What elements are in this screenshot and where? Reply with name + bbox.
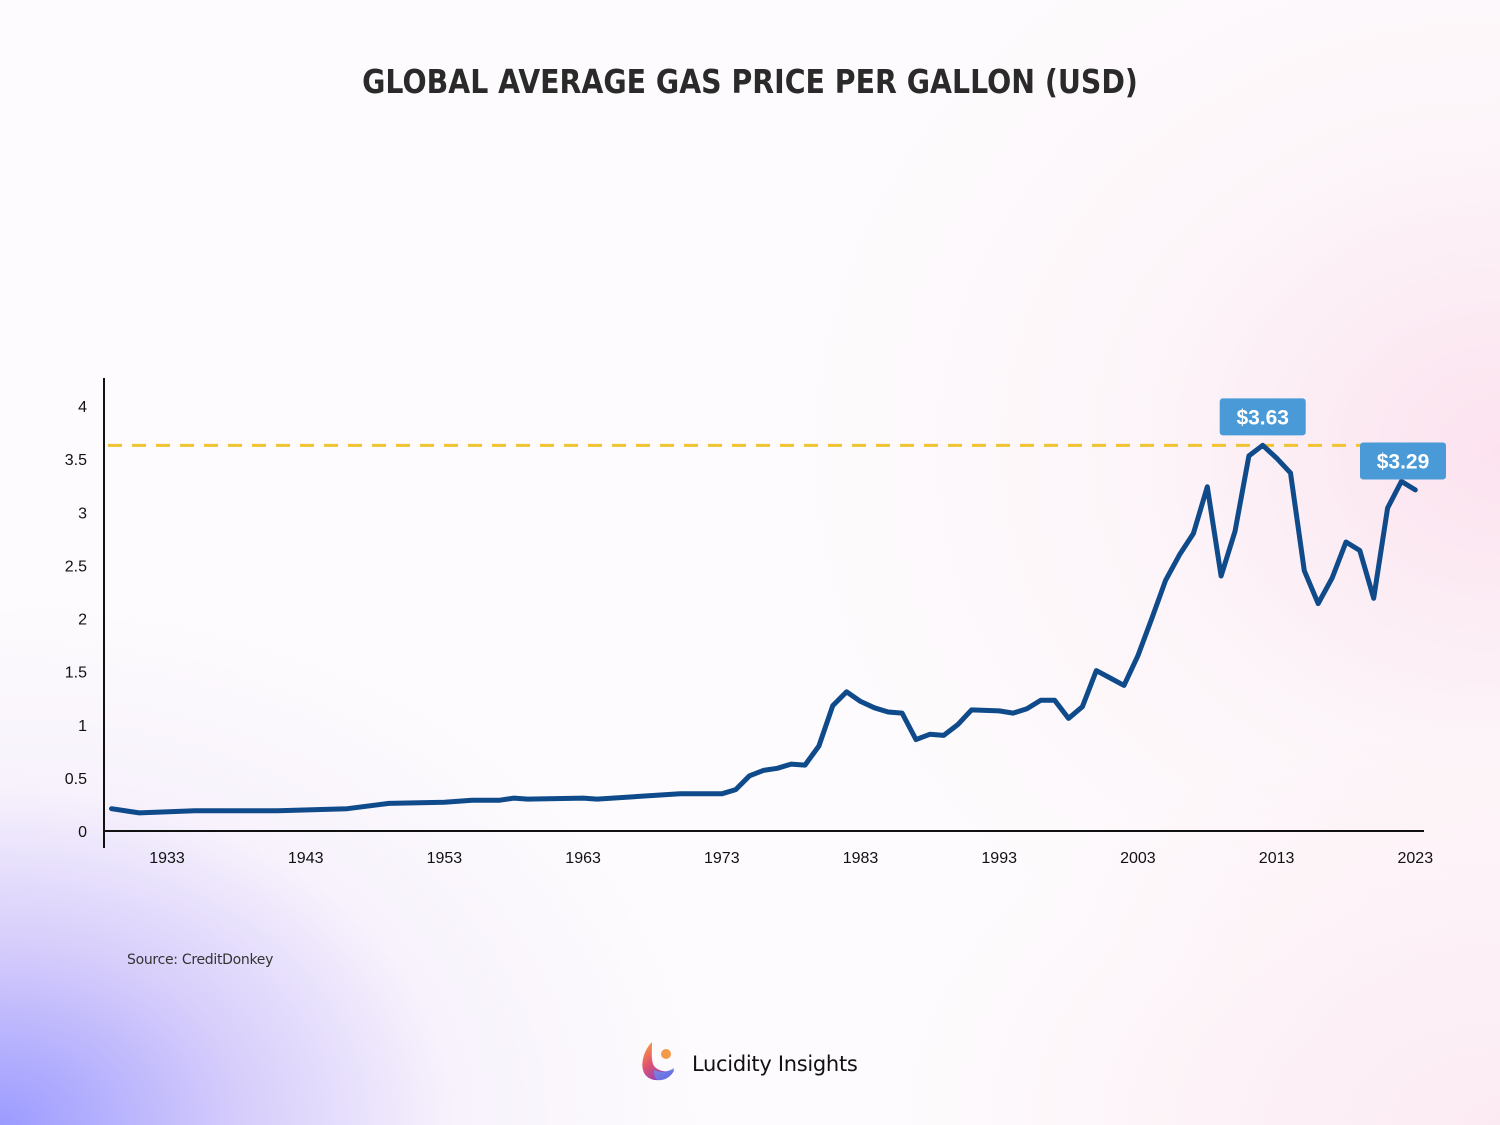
- x-tick-label: 2013: [1259, 850, 1295, 867]
- y-tick-label: 0: [78, 824, 87, 841]
- x-tick-label: 2003: [1120, 850, 1156, 867]
- x-tick-label: 2023: [1398, 850, 1434, 867]
- y-tick-label: 1: [78, 718, 87, 735]
- callouts: $3.63 $3.29: [1219, 398, 1446, 480]
- x-tick-label: 1993: [981, 850, 1017, 867]
- lucidity-logo-icon: [640, 1040, 678, 1087]
- x-tick-label: 1973: [704, 850, 740, 867]
- y-tick-label: 2: [78, 612, 87, 629]
- series-line: [109, 442, 1418, 816]
- source-note: Source: CreditDonkey: [127, 952, 274, 968]
- x-tick-label: 1933: [149, 850, 185, 867]
- y-tick-label: 2.5: [65, 558, 87, 575]
- y-tick-label: 0.5: [65, 771, 87, 788]
- brand: Lucidity Insights: [640, 1040, 858, 1087]
- x-tick-label: 1963: [565, 850, 601, 867]
- y-tick-label: 4: [78, 399, 87, 416]
- callout-label: $3.29: [1377, 450, 1430, 473]
- x-tick-label: 1953: [427, 850, 463, 867]
- x-tick-label: 1983: [843, 850, 879, 867]
- callout-label: $3.63: [1236, 406, 1289, 429]
- data-points: [111, 445, 1416, 814]
- chart-title: GLOBAL AVERAGE GAS PRICE PER GALLON (USD…: [362, 62, 1138, 101]
- y-tick-label: 1.5: [65, 665, 87, 682]
- x-tick-label: 1943: [288, 850, 324, 867]
- y-tick-label: 3: [78, 505, 87, 522]
- brand-name: Lucidity Insights: [692, 1051, 858, 1076]
- callout-box: [1360, 442, 1446, 480]
- callout-box: [1219, 398, 1306, 436]
- x-axis-ticks: 1933 1943 1953 1963 1973 1983 1993 2003 2013 2023: [149, 850, 1433, 867]
- y-axis-ticks: 0 0.5 1 1.5 2 2.5 3 3.5 4: [65, 399, 87, 841]
- y-tick-label: 3.5: [65, 452, 87, 469]
